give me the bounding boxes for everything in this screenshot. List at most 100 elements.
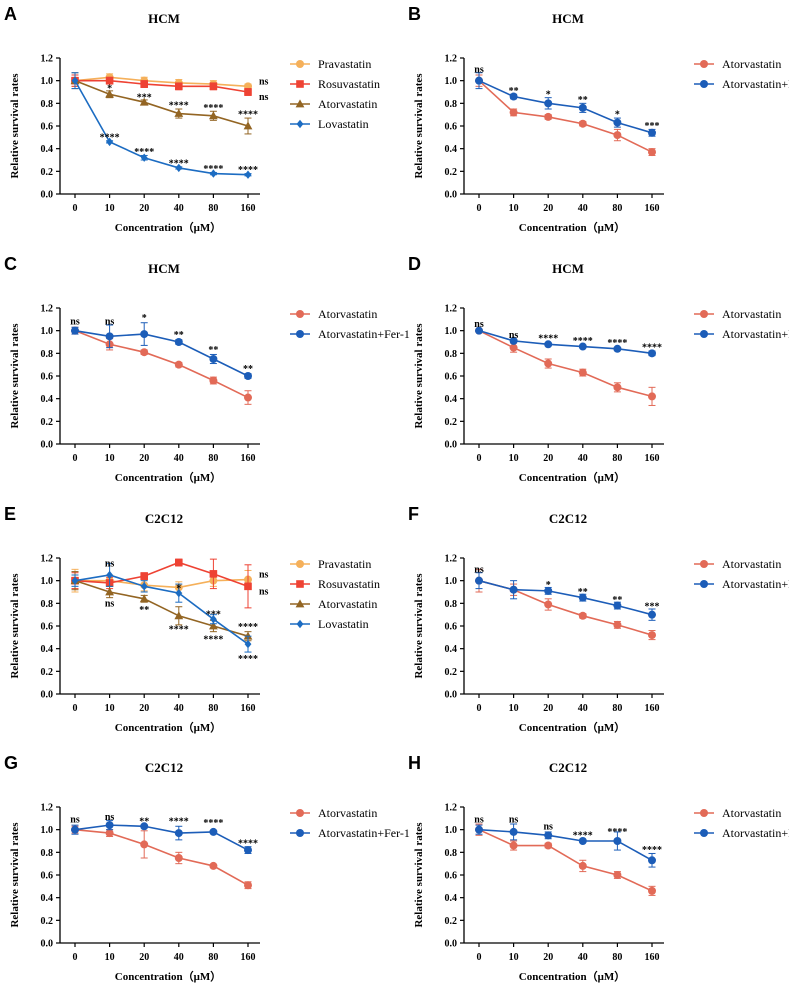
panel-title: HCM (148, 11, 180, 26)
significance-label: *** (645, 602, 660, 613)
series-line (74, 824, 249, 851)
panel-label: G (4, 753, 18, 773)
significance-label: *** (137, 93, 152, 104)
legend-label: Atorvastatin (722, 57, 781, 71)
significance-label: **** (238, 110, 258, 121)
y-axis-label: Relative survival rates (9, 573, 21, 679)
y-tick-label: 0.8 (445, 848, 458, 859)
x-tick-label: 160 (645, 203, 660, 214)
y-tick-label: 0.8 (445, 99, 458, 110)
x-tick-label: 20 (139, 453, 149, 464)
legend-marker (296, 119, 304, 129)
significance-label: ns (474, 814, 484, 825)
x-tick-label: 20 (139, 703, 149, 714)
x-tick-label: 20 (543, 453, 553, 464)
data-point (174, 611, 184, 620)
panel-title: HCM (148, 261, 180, 276)
data-point (174, 854, 183, 862)
significance-label: ns (543, 821, 553, 832)
data-point (174, 108, 184, 117)
panel-label: A (4, 4, 17, 24)
y-axis-label: Relative survival rates (413, 822, 425, 928)
x-tick-label: 80 (612, 703, 622, 714)
y-tick-label: 1.0 (41, 825, 54, 836)
panel-title: HCM (552, 11, 584, 26)
data-point (648, 148, 656, 157)
legend-marker (700, 580, 708, 588)
data-point (175, 163, 183, 173)
data-point (71, 326, 79, 335)
y-tick-label: 0.2 (41, 916, 54, 927)
legend-label: Atorvastatin+DFO (722, 577, 789, 591)
data-point (174, 829, 183, 838)
series-line (478, 828, 653, 861)
data-point (243, 121, 253, 130)
significance-label: ns (70, 317, 80, 328)
significance-label: ** (139, 817, 149, 828)
chart-panel-d: D HCM 0.0 0.2 0.4 0.6 0.8 1.0 1.2 0 10 20 40 80 160 Con… (408, 254, 789, 484)
significance-label: **** (607, 338, 627, 349)
x-axis-label: Concentration（μM） (115, 970, 221, 983)
data-point (578, 861, 587, 870)
data-point (613, 383, 622, 392)
y-tick-label: 1.2 (445, 554, 458, 565)
significance-label: ns (105, 559, 115, 570)
y-axis-label: Relative survival rates (9, 73, 21, 179)
y-tick-label: 0.8 (445, 599, 458, 610)
y-tick-label: 0.8 (445, 349, 458, 360)
y-tick-label: 0.2 (445, 167, 458, 178)
y-tick-label: 0.8 (41, 848, 54, 859)
legend-label: Atorvastatin (722, 557, 781, 571)
x-tick-label: 160 (241, 203, 256, 214)
y-tick-label: 0.8 (41, 99, 54, 110)
y-tick-label: 0.6 (41, 871, 54, 882)
data-point (544, 112, 553, 121)
significance-label: **** (238, 838, 258, 849)
y-tick-label: 0.6 (445, 372, 458, 383)
series-line (478, 80, 653, 153)
series-line (74, 79, 249, 127)
x-tick-label: 10 (105, 203, 115, 214)
legend-marker (296, 580, 304, 588)
y-tick-label: 0.0 (445, 190, 458, 201)
data-point (140, 80, 148, 88)
x-tick-label: 40 (174, 703, 184, 714)
legend-marker (700, 60, 708, 68)
series-line (478, 329, 653, 355)
y-axis-label: Relative survival rates (413, 73, 425, 179)
significance-label: ** (578, 587, 588, 598)
y-tick-label: 0.4 (41, 144, 54, 155)
x-axis-label: Concentration（μM） (519, 721, 625, 734)
y-tick-label: 0.2 (445, 916, 458, 927)
legend-marker (700, 330, 708, 338)
y-axis-label: Relative survival rates (9, 822, 21, 928)
x-tick-label: 80 (208, 952, 218, 963)
data-point (106, 137, 113, 147)
legend-label: Atorvastatin+Fer-1 (318, 826, 410, 840)
data-point (209, 570, 218, 578)
data-point (175, 558, 183, 567)
significance-label: **** (238, 654, 258, 665)
series-atorvastatin-dfo (475, 572, 656, 621)
significance-label: **** (203, 818, 223, 829)
series-line (74, 329, 249, 399)
x-tick-label: 40 (174, 203, 184, 214)
significance-label: **** (134, 147, 154, 158)
legend-label: Atorvastatin (318, 597, 377, 611)
y-axis-label: Relative survival rates (413, 323, 425, 429)
x-tick-label: 0 (73, 703, 78, 714)
data-point (613, 871, 622, 879)
significance-label: ns (70, 814, 80, 825)
significance-label: **** (573, 336, 593, 347)
y-tick-label: 1.0 (445, 825, 458, 836)
x-tick-label: 10 (509, 203, 519, 214)
data-point (509, 336, 518, 345)
series-line (74, 80, 249, 176)
chart-panel-c: C HCM 0.0 0.2 0.4 0.6 0.8 1.0 1.2 0 10 20 40 80 160 Con… (4, 254, 410, 484)
y-tick-label: 0.2 (41, 167, 54, 178)
y-tick-label: 0.4 (41, 644, 54, 655)
data-point (509, 827, 518, 836)
x-axis-label: Concentration（μM） (519, 970, 625, 983)
data-point (613, 118, 622, 127)
